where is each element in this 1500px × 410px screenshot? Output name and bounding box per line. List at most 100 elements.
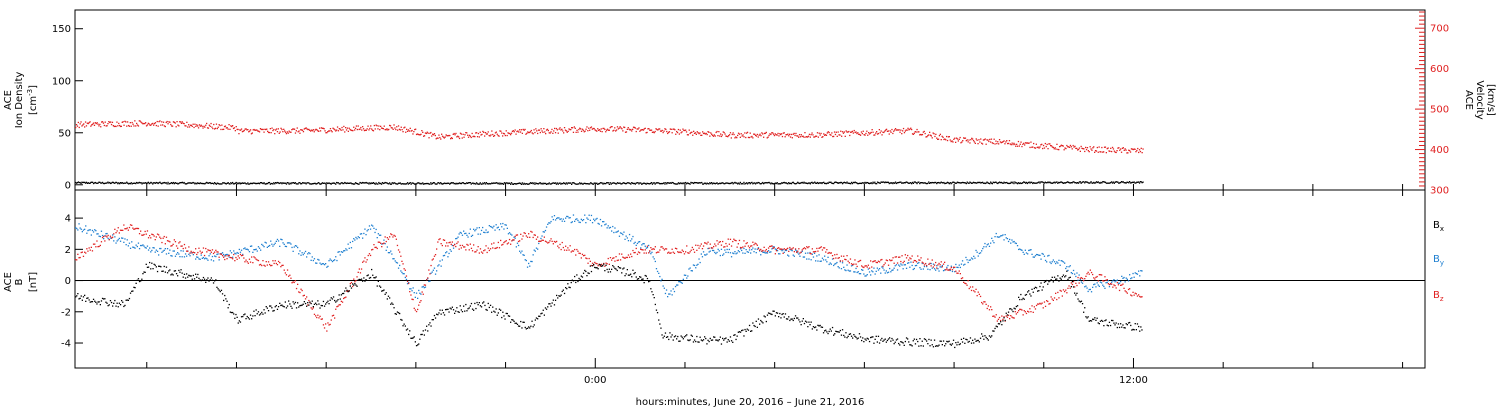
- bz-point: [395, 238, 397, 240]
- bz-point: [761, 250, 763, 252]
- bx-point: [265, 306, 267, 308]
- velocity-point: [131, 121, 133, 124]
- velocity-point: [197, 127, 200, 129]
- by-point: [183, 256, 186, 258]
- density-point: [95, 182, 97, 184]
- velocity-point: [921, 133, 924, 136]
- density-point: [1042, 181, 1044, 183]
- velocity-point: [670, 128, 672, 130]
- by-point: [144, 246, 146, 249]
- bz-point: [496, 246, 498, 249]
- velocity-point: [554, 132, 557, 134]
- bz-point: [412, 298, 414, 301]
- by-point: [1055, 262, 1057, 265]
- velocity-point: [387, 129, 389, 131]
- density-point: [235, 181, 237, 184]
- velocity-point: [808, 133, 811, 135]
- by-point: [540, 237, 542, 240]
- bz-point: [726, 245, 728, 247]
- bx-point: [214, 280, 216, 282]
- bz-point: [188, 246, 190, 248]
- velocity-point: [519, 131, 522, 133]
- velocity-point: [606, 129, 608, 131]
- bz-point: [677, 251, 679, 253]
- velocity-point: [221, 124, 223, 126]
- velocity-point: [173, 121, 175, 123]
- velocity-point: [107, 123, 109, 125]
- bx-point: [236, 316, 238, 318]
- by-point: [1084, 286, 1086, 288]
- velocity-point: [223, 125, 226, 128]
- by-point: [835, 262, 837, 265]
- density-point: [678, 183, 680, 185]
- density-point: [682, 183, 684, 185]
- by-point: [322, 263, 325, 265]
- velocity-point: [171, 125, 173, 127]
- density-point: [506, 182, 508, 184]
- density-point: [641, 183, 644, 185]
- velocity-point: [516, 130, 518, 133]
- density-point: [459, 182, 462, 185]
- velocity-point: [963, 137, 966, 139]
- velocity-point: [710, 132, 712, 134]
- density-point: [374, 183, 376, 185]
- velocity-point: [1034, 147, 1037, 149]
- velocity-point: [965, 140, 967, 142]
- density-point: [579, 182, 581, 184]
- density-point: [77, 181, 79, 183]
- velocity-point: [947, 136, 950, 138]
- by-point: [190, 252, 192, 254]
- by-point: [621, 232, 623, 235]
- velocity-point: [361, 129, 363, 131]
- bx-point: [283, 306, 285, 308]
- velocity-point: [360, 126, 362, 129]
- velocity-point: [544, 131, 546, 133]
- by-point: [754, 248, 756, 250]
- bx-point: [410, 337, 412, 339]
- by-point: [1004, 234, 1006, 236]
- density-point: [302, 182, 305, 184]
- bz-point: [244, 261, 246, 263]
- velocity-point: [211, 126, 213, 128]
- by-point: [207, 259, 209, 261]
- by-point: [420, 293, 422, 295]
- bz-point: [274, 260, 276, 262]
- density-point: [684, 182, 686, 184]
- velocity-point: [1104, 146, 1107, 148]
- density-point: [605, 182, 607, 185]
- density-point: [894, 181, 897, 183]
- velocity-point: [263, 131, 265, 133]
- velocity-point: [486, 133, 488, 135]
- bz-point: [679, 251, 681, 253]
- by-point: [734, 251, 736, 253]
- bz-point: [389, 236, 391, 238]
- density-point: [772, 183, 774, 185]
- bx-point: [671, 334, 673, 336]
- velocity-point: [471, 132, 473, 135]
- bx-point: [403, 323, 405, 325]
- by-point: [782, 249, 784, 251]
- bz-point: [86, 248, 88, 250]
- velocity-point: [362, 126, 364, 128]
- density-point: [343, 182, 345, 185]
- bz-point: [1047, 300, 1049, 303]
- velocity-point: [119, 125, 122, 128]
- by-point: [145, 247, 147, 249]
- velocity-point: [90, 125, 92, 127]
- velocity-point: [884, 130, 886, 132]
- velocity-point: [986, 139, 988, 141]
- by-point: [394, 260, 396, 262]
- velocity-point: [249, 129, 252, 131]
- by-point: [954, 271, 956, 273]
- by-point: [590, 214, 593, 217]
- density-point: [1120, 181, 1122, 184]
- bz-point: [636, 253, 639, 255]
- by-point: [192, 254, 194, 256]
- density-point: [915, 182, 917, 184]
- bz-point: [691, 246, 693, 249]
- bx-point: [317, 300, 319, 302]
- density-point: [184, 182, 186, 185]
- by-point: [775, 248, 778, 251]
- bz-point: [979, 295, 982, 298]
- density-point: [458, 182, 460, 185]
